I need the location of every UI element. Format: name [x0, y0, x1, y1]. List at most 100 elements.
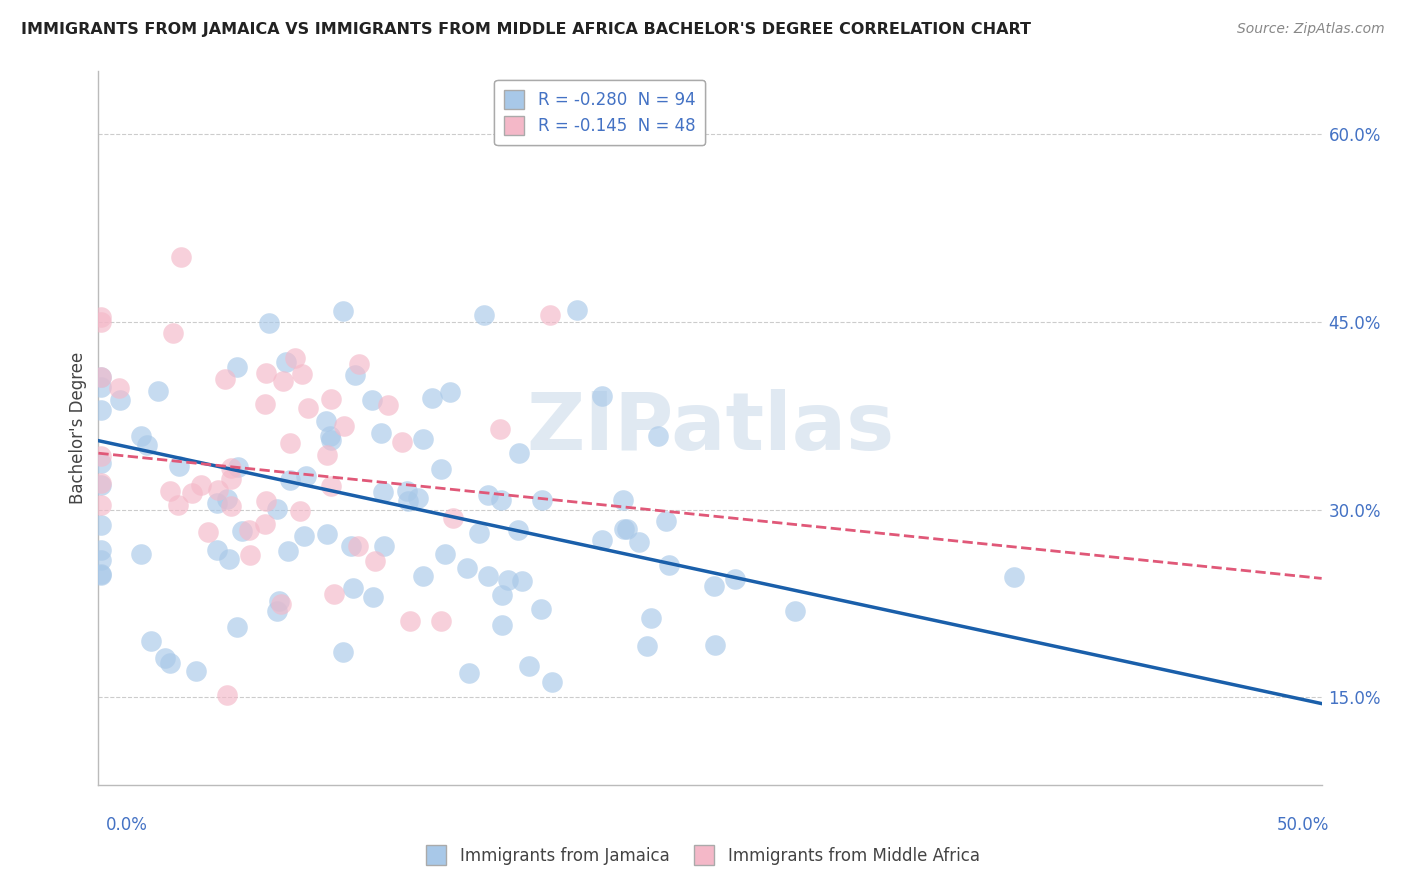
Point — [399, 614, 422, 628]
Point — [510, 574, 533, 589]
Point — [257, 317, 280, 331]
Point — [228, 459, 250, 474]
Point — [370, 426, 392, 441]
Point — [395, 484, 418, 499]
Point — [278, 436, 301, 450]
Point — [277, 544, 299, 558]
Point — [316, 448, 339, 462]
Point — [215, 491, 238, 506]
Point — [90, 370, 112, 384]
Point — [333, 419, 356, 434]
Y-axis label: Bachelor's Degree: Bachelor's Degree — [69, 352, 87, 504]
Point — [294, 468, 316, 483]
Point — [373, 539, 395, 553]
Point — [640, 611, 662, 625]
Point — [205, 543, 228, 558]
Point — [266, 604, 288, 618]
Point — [655, 514, 678, 528]
Point — [139, 633, 162, 648]
Point — [291, 367, 314, 381]
Point — [167, 499, 190, 513]
Point — [647, 429, 669, 443]
Point — [439, 384, 461, 399]
Point — [108, 381, 131, 395]
Point — [456, 561, 478, 575]
Point — [613, 523, 636, 537]
Point — [90, 449, 112, 463]
Point — [541, 675, 564, 690]
Point — [239, 549, 262, 563]
Point — [347, 357, 370, 371]
Point — [420, 392, 443, 406]
Point — [658, 558, 681, 572]
Point — [508, 446, 530, 460]
Point — [253, 517, 276, 532]
Point — [319, 434, 342, 448]
Point — [412, 432, 434, 446]
Point — [441, 511, 464, 525]
Point — [332, 304, 354, 318]
Text: 50.0%: 50.0% — [1277, 816, 1329, 834]
Point — [219, 473, 242, 487]
Point — [433, 547, 456, 561]
Point — [190, 478, 212, 492]
Point — [214, 372, 236, 386]
Point — [724, 572, 747, 586]
Point — [783, 604, 806, 618]
Point — [477, 569, 499, 583]
Point — [703, 579, 725, 593]
Point — [406, 491, 429, 505]
Point — [364, 554, 387, 568]
Point — [129, 547, 152, 561]
Point — [90, 476, 112, 491]
Point — [266, 502, 288, 516]
Point — [273, 374, 295, 388]
Point — [278, 474, 301, 488]
Point — [90, 478, 112, 492]
Point — [162, 326, 184, 340]
Point — [90, 518, 112, 533]
Point — [90, 553, 112, 567]
Point — [612, 493, 634, 508]
Point — [270, 597, 292, 611]
Point — [496, 573, 519, 587]
Point — [491, 589, 513, 603]
Point — [429, 615, 451, 629]
Point — [254, 366, 277, 380]
Point — [153, 650, 176, 665]
Point — [205, 496, 228, 510]
Point — [284, 351, 307, 365]
Point — [517, 658, 540, 673]
Point — [90, 315, 112, 329]
Point — [491, 617, 513, 632]
Point — [616, 522, 638, 536]
Point — [288, 504, 311, 518]
Point — [226, 620, 249, 634]
Point — [322, 587, 344, 601]
Point — [225, 360, 247, 375]
Point — [207, 483, 229, 497]
Point — [146, 384, 169, 398]
Point — [180, 486, 202, 500]
Point — [90, 568, 112, 582]
Point — [169, 459, 191, 474]
Point — [347, 539, 370, 553]
Point — [567, 303, 589, 318]
Point — [477, 488, 499, 502]
Point — [627, 534, 650, 549]
Point — [90, 380, 112, 394]
Point — [472, 308, 495, 322]
Point — [159, 656, 181, 670]
Point — [360, 392, 382, 407]
Point — [704, 638, 727, 652]
Point — [343, 368, 366, 382]
Point — [319, 429, 342, 443]
Point — [457, 666, 479, 681]
Point — [184, 664, 207, 678]
Point — [342, 581, 364, 595]
Point — [316, 527, 339, 541]
Point — [636, 639, 658, 653]
Legend: Immigrants from Jamaica, Immigrants from Middle Africa: Immigrants from Jamaica, Immigrants from… — [416, 836, 990, 875]
Point — [332, 645, 354, 659]
Point — [315, 414, 337, 428]
